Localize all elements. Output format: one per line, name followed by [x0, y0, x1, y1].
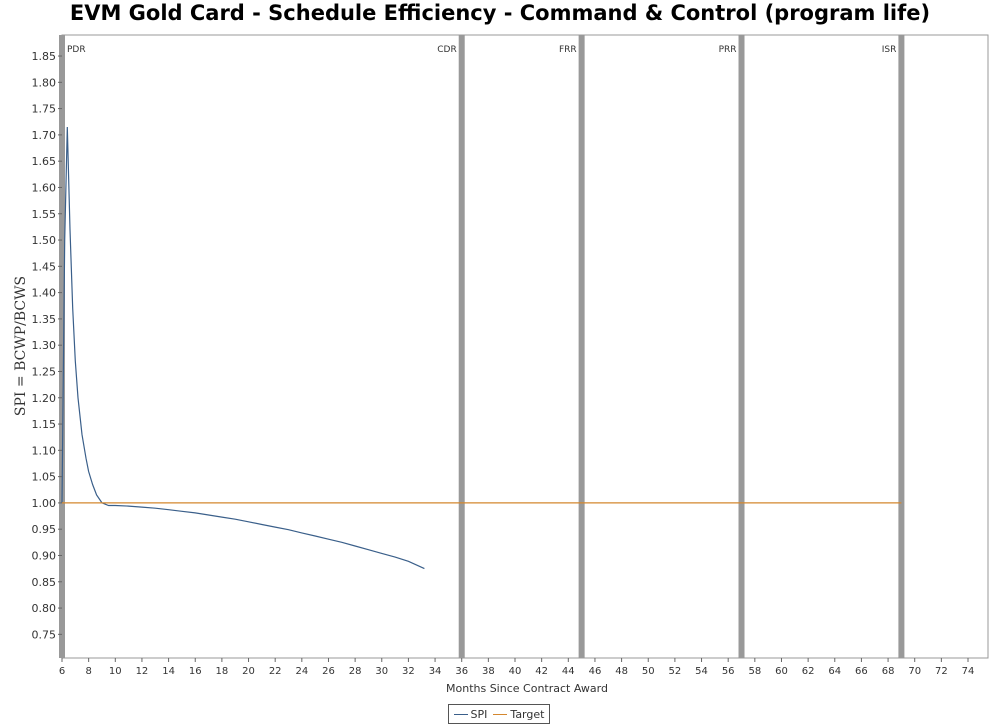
y-axis-label: SPI = BCWP/BCWS [13, 276, 29, 416]
series-layer [61, 126, 902, 570]
x-tick-label: 28 [349, 666, 362, 677]
y-tick-label: 1.35 [32, 313, 57, 326]
legend-swatch-target [493, 713, 508, 715]
y-tick-label: 1.20 [32, 392, 57, 405]
y-tick-label: 1.85 [32, 50, 57, 63]
milestone-bar [898, 35, 905, 658]
x-tick-label: 74 [962, 666, 975, 677]
milestone-bar [578, 35, 585, 658]
milestone-bar [59, 35, 65, 658]
y-tick-label: 1.75 [32, 103, 57, 116]
y-tick-label: 1.70 [32, 129, 57, 142]
y-tick-label: 0.95 [32, 523, 57, 536]
legend-item-spi: SPI [453, 707, 488, 721]
milestone-label: PDR [67, 45, 86, 55]
x-tick-label: 58 [748, 666, 761, 677]
y-tick-label: 1.50 [32, 234, 57, 247]
milestone-label: PRR [719, 45, 737, 55]
y-tick-label: 0.90 [32, 549, 57, 562]
x-tick-label: 72 [935, 666, 948, 677]
x-tick-label: 44 [562, 666, 575, 677]
chart-title: EVM Gold Card - Schedule Efficiency - Co… [69, 1, 931, 25]
legend-swatch-spi [453, 713, 468, 715]
x-tick-label: 16 [189, 666, 202, 677]
plot-area [61, 34, 989, 659]
x-tick-label: 26 [322, 666, 335, 677]
y-tick-label: 1.15 [32, 418, 57, 431]
x-tick-label: 52 [669, 666, 682, 677]
x-tick-label: 14 [162, 666, 175, 677]
y-axis: 0.75 0.80 0.85 0.90 0.95 1.00 1.05 1.10 1.15 1.20… [32, 50, 62, 641]
y-tick-label: 1.65 [32, 155, 57, 168]
x-tick-label: 24 [295, 666, 308, 677]
legend: SPI Target [448, 704, 550, 724]
y-tick-label: 1.80 [32, 76, 57, 89]
milestone-label: ISR [882, 45, 897, 55]
x-tick-label: 62 [802, 666, 815, 677]
x-tick-label: 56 [722, 666, 735, 677]
x-tick-label: 10 [109, 666, 122, 677]
x-axis-label: Months Since Contract Award [446, 682, 608, 695]
y-tick-label: 1.05 [32, 471, 57, 484]
milestone-label: CDR [437, 45, 456, 55]
x-tick-label: 60 [775, 666, 788, 677]
x-tick-label: 70 [908, 666, 921, 677]
x-tick-label: 30 [375, 666, 388, 677]
x-tick-label: 6 [59, 666, 65, 677]
y-tick-label: 1.00 [32, 497, 57, 510]
x-tick-label: 34 [429, 666, 442, 677]
y-tick-label: 1.10 [32, 444, 57, 457]
legend-item-target: Target [493, 708, 544, 721]
x-tick-label: 66 [855, 666, 868, 677]
x-tick-label: 32 [402, 666, 415, 677]
x-tick-label: 36 [455, 666, 468, 677]
x-tick-label: 22 [269, 666, 282, 677]
y-tick-label: 0.85 [32, 576, 57, 589]
x-tick-label: 64 [828, 666, 841, 677]
x-tick-label: 42 [535, 666, 548, 677]
x-tick-label: 54 [695, 666, 708, 677]
milestone-label: FRR [559, 45, 577, 55]
x-tick-label: 68 [882, 666, 895, 677]
y-tick-label: 1.55 [32, 208, 57, 221]
milestone-bar [458, 35, 465, 658]
y-tick-label: 1.60 [32, 181, 57, 194]
x-tick-label: 38 [482, 666, 495, 677]
x-tick-label: 40 [509, 666, 522, 677]
legend-label-spi: SPI [470, 707, 488, 721]
x-tick-label: 12 [136, 666, 149, 677]
x-tick-label: 46 [589, 666, 602, 677]
x-axis: 6 8 10 12 14 16 18 20 22 24 26 28 30 32 34 36 38 40 42 44 46… [59, 658, 975, 677]
legend-label-target: Target [510, 707, 545, 721]
x-tick-label: 50 [642, 666, 655, 677]
y-tick-label: 1.30 [32, 339, 57, 352]
y-tick-label: 0.75 [32, 628, 57, 641]
series-line-spi [61, 126, 425, 570]
x-tick-label: 8 [85, 666, 91, 677]
y-tick-label: 1.45 [32, 260, 57, 273]
milestone-bar [738, 35, 745, 658]
x-tick-label: 18 [216, 666, 229, 677]
y-tick-label: 0.80 [32, 602, 57, 615]
y-tick-label: 1.40 [32, 287, 57, 300]
x-tick-label: 20 [242, 666, 255, 677]
x-tick-label: 48 [615, 666, 628, 677]
y-tick-label: 1.25 [32, 365, 57, 378]
milestone-layer: PDR CDR FRR PRR ISR [59, 35, 905, 658]
